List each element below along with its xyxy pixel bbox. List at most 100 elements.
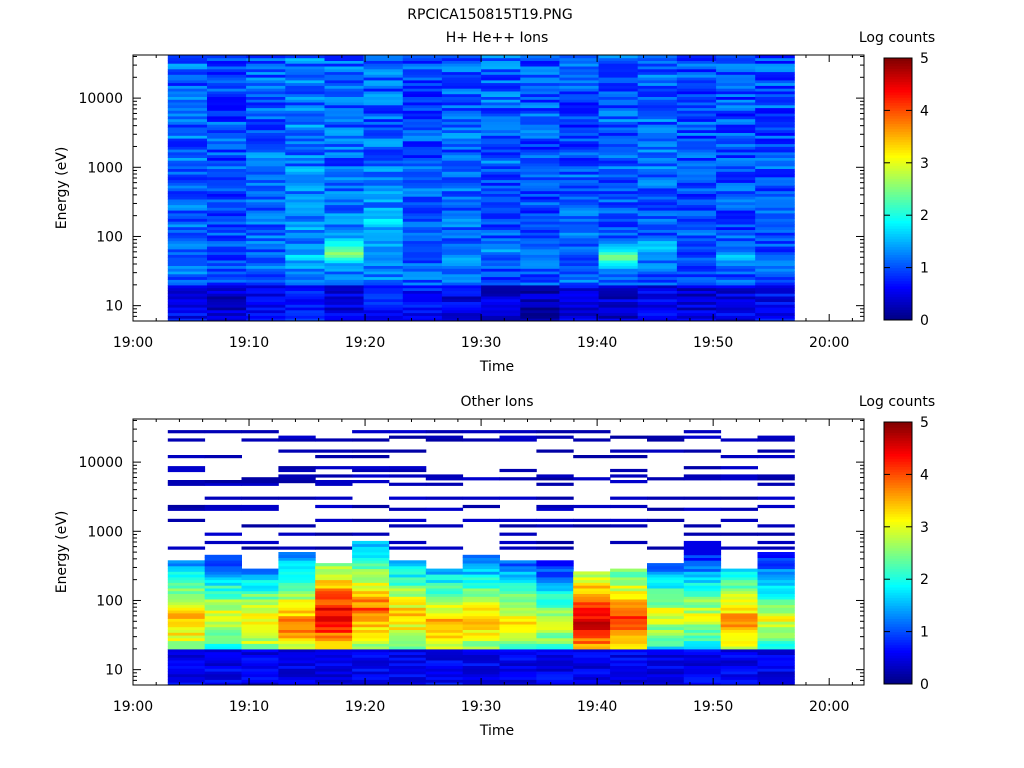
- heatmap-cell: [352, 610, 390, 614]
- heatmap-cell: [241, 546, 279, 550]
- heatmap-cell: [716, 273, 756, 278]
- heatmap-cell: [520, 60, 560, 64]
- heatmap-cell: [559, 221, 599, 225]
- heatmap-cell: [241, 568, 279, 572]
- colorbar-segment: [884, 576, 912, 580]
- heatmap-cell: [536, 676, 574, 680]
- heatmap-cell: [481, 254, 521, 258]
- heatmap-cell: [278, 640, 316, 644]
- heatmap-cell: [598, 104, 639, 109]
- heatmap-cell: [402, 146, 443, 150]
- heatmap-cell: [324, 160, 365, 164]
- heatmap-cell: [278, 579, 316, 583]
- heatmap-cell: [204, 607, 242, 611]
- heatmap-cell: [285, 63, 325, 67]
- heatmap-cell: [204, 540, 242, 545]
- heatmap-cell: [363, 260, 404, 264]
- heatmap-cell: [352, 532, 390, 536]
- heatmap-cell: [425, 524, 464, 528]
- y-tick-label: 100: [96, 229, 123, 245]
- heatmap-cell: [573, 504, 611, 509]
- heatmap-cell: [520, 71, 560, 75]
- heatmap-cell: [241, 430, 279, 434]
- heatmap-cell: [598, 298, 639, 302]
- heatmap-cell: [536, 646, 574, 650]
- heatmap-cell: [573, 582, 611, 586]
- heatmap-cell: [441, 113, 482, 117]
- heatmap-cell: [755, 276, 795, 280]
- heatmap-cell: [241, 657, 279, 661]
- heatmap-cell: [167, 646, 206, 650]
- heatmap-cell: [278, 682, 316, 686]
- heatmap-cell: [559, 121, 599, 125]
- heatmap-cell: [352, 657, 390, 661]
- heatmap-cell: [647, 621, 685, 625]
- heatmap-cell: [363, 57, 404, 61]
- heatmap-cell: [441, 193, 482, 197]
- colorbar-segment: [884, 296, 912, 300]
- heatmap-cell: [573, 679, 611, 683]
- heatmap-cell: [167, 157, 208, 161]
- heatmap-cell: [315, 518, 353, 522]
- heatmap-cell: [573, 660, 611, 664]
- heatmap-cell: [389, 565, 427, 570]
- heatmap-cell: [499, 668, 537, 672]
- heatmap-cell: [610, 582, 648, 586]
- heatmap-cell: [462, 565, 500, 570]
- colorbar-segment: [884, 105, 912, 109]
- heatmap-cell: [352, 654, 390, 658]
- heatmap-cell: [755, 254, 795, 258]
- heatmap-cell: [676, 57, 717, 61]
- heatmap-cell: [598, 85, 639, 89]
- heatmap-cell: [755, 218, 795, 222]
- heatmap-cell: [402, 143, 443, 147]
- heatmap-cell: [598, 55, 639, 59]
- heatmap-cell: [241, 649, 279, 653]
- heatmap-cell: [559, 74, 599, 78]
- heatmap-cell: [167, 649, 206, 653]
- heatmap-cell: [167, 132, 208, 136]
- heatmap-cell: [637, 215, 678, 219]
- heatmap-cell: [207, 157, 247, 161]
- heatmap-cell: [389, 576, 427, 581]
- heatmap-cell: [755, 176, 795, 181]
- heatmap-cell: [520, 207, 560, 211]
- heatmap-cell: [425, 613, 464, 617]
- heatmap-cell: [363, 77, 404, 81]
- heatmap-cell: [536, 563, 574, 567]
- heatmap-cell: [315, 651, 353, 655]
- heatmap-cell: [757, 571, 795, 575]
- heatmap-cell: [676, 207, 717, 211]
- heatmap-cell: [637, 246, 678, 250]
- heatmap-cell: [207, 149, 247, 153]
- heatmap-cell: [716, 215, 756, 219]
- heatmap-cell: [598, 77, 639, 81]
- heatmap-cell: [499, 571, 537, 575]
- heatmap-cell: [481, 77, 521, 81]
- heatmap-cell: [246, 143, 286, 147]
- heatmap-cell: [755, 57, 795, 61]
- heatmap-cell: [637, 249, 678, 253]
- heatmap-cell: [324, 268, 365, 272]
- heatmap-cell: [204, 637, 242, 642]
- heatmap-cell: [559, 207, 599, 211]
- heatmap-cell: [755, 88, 795, 92]
- heatmap-cell: [647, 654, 685, 658]
- heatmap-cell: [402, 135, 443, 139]
- heatmap-cell: [481, 312, 521, 316]
- heatmap-cell: [598, 185, 639, 189]
- heatmap-cell: [757, 588, 795, 592]
- heatmap-cell: [676, 312, 717, 316]
- heatmap-cell: [285, 226, 325, 230]
- heatmap-cell: [757, 596, 795, 600]
- colorbar-segment: [884, 526, 912, 530]
- heatmap-cell: [559, 212, 599, 217]
- heatmap-cell: [676, 149, 717, 153]
- heatmap-cell: [402, 127, 443, 131]
- heatmap-cell: [536, 610, 574, 614]
- colorbar-segment: [884, 513, 912, 517]
- heatmap-cell: [716, 107, 756, 111]
- heatmap-cell: [536, 624, 574, 628]
- heatmap-cell: [637, 271, 678, 275]
- heatmap-cell: [278, 474, 316, 478]
